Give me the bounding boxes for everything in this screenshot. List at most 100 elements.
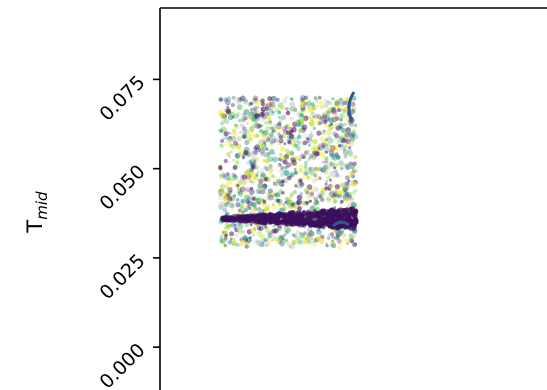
- scatter-point: [238, 192, 244, 198]
- scatter-point: [341, 138, 347, 144]
- scatter-point: [238, 229, 243, 234]
- scatter-point: [292, 190, 297, 194]
- y-axis-label-main: T: [23, 220, 47, 234]
- scatter-point: [330, 123, 333, 126]
- scatter-point: [280, 105, 286, 111]
- band-point: [250, 218, 256, 224]
- scatter-point: [285, 152, 290, 157]
- band-point: [223, 216, 229, 221]
- band-point: [337, 213, 341, 218]
- band-point: [253, 215, 260, 222]
- scatter-point: [343, 122, 348, 127]
- scatter-point: [323, 111, 328, 116]
- scatter-point: [224, 135, 230, 141]
- scatter-point: [332, 117, 337, 122]
- band-point: [246, 214, 252, 220]
- band-point: [297, 223, 301, 227]
- scatter-point: [220, 139, 225, 143]
- scatter-point: [271, 202, 276, 207]
- band-point: [247, 218, 253, 224]
- band-point: [232, 217, 238, 222]
- scatter-point: [329, 162, 335, 167]
- band-point: [346, 218, 351, 223]
- scatter-point: [285, 242, 290, 247]
- scatter-point: [238, 152, 242, 156]
- band-point: [240, 218, 246, 224]
- scatter-point: [229, 143, 234, 148]
- scatter-point: [259, 111, 265, 118]
- scatter-point: [253, 162, 257, 166]
- y-tick-label-2: 0.050: [96, 161, 150, 215]
- scatter-point: [254, 202, 259, 206]
- scatter-point: [247, 102, 252, 107]
- y-axis-label: Tmid: [23, 191, 51, 234]
- scatter-point: [227, 193, 232, 199]
- scatter-point: [280, 179, 285, 184]
- band-point: [261, 213, 267, 218]
- scatter-point: [245, 199, 250, 204]
- scatter-point: [350, 179, 354, 183]
- scatter-point: [334, 102, 338, 106]
- scatter-point: [252, 97, 255, 101]
- scatter-point: [288, 126, 293, 132]
- scatter-point: [280, 172, 285, 177]
- scatter-point: [310, 102, 315, 107]
- scatter-point: [284, 148, 290, 154]
- scatter-point: [233, 241, 238, 247]
- scatter-point: [258, 189, 262, 193]
- scatter-point: [322, 185, 326, 188]
- scatter-point: [314, 177, 317, 181]
- scatter-point: [253, 157, 258, 162]
- band-point: [220, 217, 225, 221]
- scatter-point: [346, 242, 349, 246]
- scatter-point: [241, 174, 248, 180]
- band-point: [249, 214, 255, 220]
- band-point: [229, 216, 235, 223]
- scatter-point: [325, 197, 329, 202]
- scatter-point: [342, 186, 349, 192]
- band-point: [250, 217, 254, 221]
- scatter-point: [242, 134, 247, 139]
- band-point: [256, 218, 261, 223]
- scatter-point: [267, 239, 271, 242]
- scatter-point: [276, 191, 282, 197]
- scatter-point: [253, 150, 258, 156]
- scatter-point: [314, 113, 319, 118]
- scatter-point: [217, 195, 223, 201]
- scatter-point: [219, 143, 224, 148]
- scatter-point: [345, 183, 351, 189]
- scatter-point: [271, 129, 275, 133]
- band-point: [237, 218, 244, 224]
- scatter-point: [301, 233, 306, 237]
- scatter-point: [223, 200, 230, 206]
- scatter-point: [308, 166, 315, 173]
- band-point: [223, 218, 227, 222]
- scatter-point: [218, 97, 224, 102]
- band-point: [258, 215, 263, 219]
- scatter-point: [278, 168, 284, 174]
- scatter-point: [275, 97, 280, 102]
- scatter-point: [260, 143, 265, 147]
- band-point: [239, 215, 246, 222]
- scatter-point: [227, 155, 232, 159]
- scatter-point: [260, 218, 265, 223]
- band-point: [230, 217, 235, 223]
- scatter-point: [328, 117, 334, 124]
- scatter-point: [322, 165, 328, 171]
- band-point: [287, 210, 294, 216]
- scatter-point: [298, 164, 304, 169]
- scatter-point: [333, 166, 337, 170]
- scatter-point: [265, 167, 269, 171]
- band-point: [253, 214, 258, 219]
- scatter-point: [232, 164, 238, 170]
- scatter-point: [265, 106, 270, 111]
- band-point: [281, 212, 286, 218]
- scatter-point: [262, 139, 266, 143]
- scatter-point: [236, 187, 240, 191]
- band-point: [228, 218, 232, 223]
- scatter-point: [226, 186, 231, 190]
- scatter-point: [336, 189, 343, 196]
- scatter-point: [305, 190, 310, 195]
- scatter-point: [243, 150, 249, 156]
- scatter-point: [294, 155, 301, 162]
